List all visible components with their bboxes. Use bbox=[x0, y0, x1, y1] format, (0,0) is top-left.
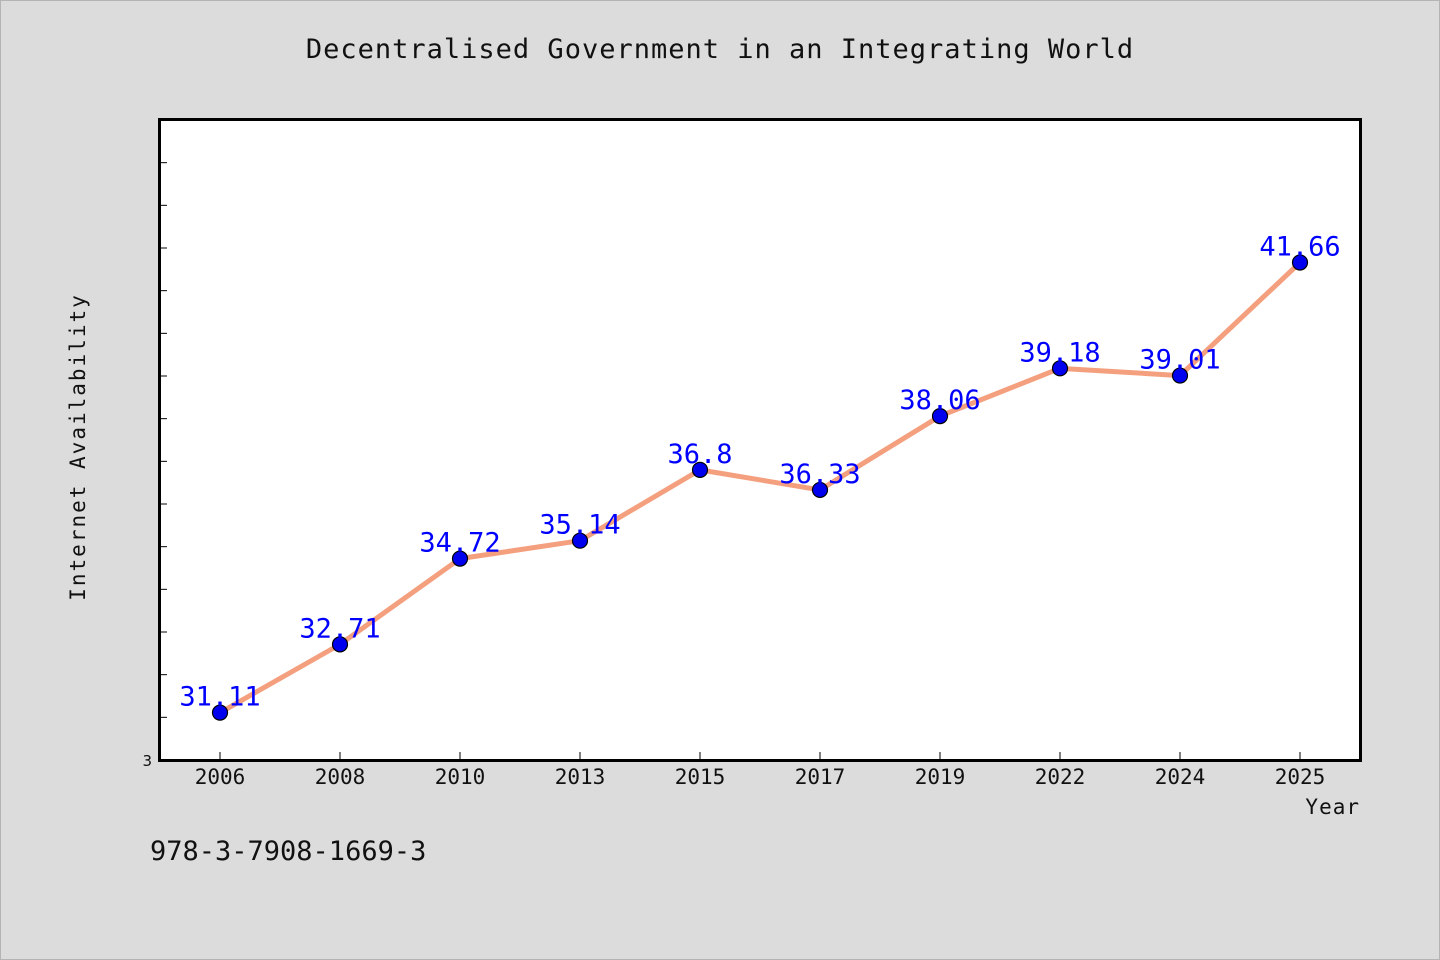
data-point bbox=[1171, 367, 1189, 384]
x-axis-label: Year bbox=[1305, 795, 1360, 819]
x-tick-labels: 2006 2008 2010 2013 2015 2017 2019 2022 2024 2025 bbox=[195, 765, 1326, 789]
data-label: 38.06 bbox=[899, 385, 980, 416]
chart-title: Decentralised Government in an Integrati… bbox=[305, 34, 1135, 65]
data-label: 31.11 bbox=[179, 682, 260, 713]
data-point bbox=[571, 532, 589, 549]
isbn-text: 978-3-7908-1669-3 bbox=[150, 836, 427, 867]
series-line-group bbox=[217, 260, 1303, 716]
x-tick-label: 2024 bbox=[1155, 765, 1206, 789]
series-line bbox=[217, 260, 1303, 716]
data-label: 39.01 bbox=[1139, 345, 1220, 376]
data-markers bbox=[211, 254, 1309, 721]
x-tick-label: 2013 bbox=[555, 765, 606, 789]
x-tick-label: 2015 bbox=[675, 765, 726, 789]
data-point bbox=[811, 481, 829, 499]
data-point bbox=[1051, 360, 1069, 377]
data-label: 36.33 bbox=[779, 459, 860, 490]
data-label: 41.66 bbox=[1259, 232, 1340, 263]
data-point bbox=[331, 636, 349, 653]
x-tick-label: 2019 bbox=[915, 765, 966, 789]
data-label: 39.18 bbox=[1019, 337, 1100, 368]
y-tick-label: 3 bbox=[142, 752, 152, 770]
data-label: 34.72 bbox=[419, 528, 500, 559]
data-point bbox=[931, 408, 949, 425]
data-point bbox=[1291, 254, 1309, 271]
data-point bbox=[211, 704, 229, 721]
x-tick-label: 2008 bbox=[315, 765, 366, 789]
data-label: 35.14 bbox=[539, 510, 620, 541]
data-label: 36.8 bbox=[667, 439, 732, 470]
plot-area bbox=[158, 118, 1362, 762]
axis-ticks bbox=[160, 162, 1301, 760]
x-tick-label: 2017 bbox=[795, 765, 846, 789]
data-point bbox=[691, 461, 709, 478]
x-tick-label: 2025 bbox=[1275, 765, 1326, 789]
x-tick-label: 2006 bbox=[195, 765, 246, 789]
data-point bbox=[451, 550, 469, 567]
data-labels: 31.11 32.71 34.72 35.14 36.8 36.33 38.06 39.18 3… bbox=[179, 232, 1340, 713]
x-tick-label: 2010 bbox=[435, 765, 486, 789]
x-tick-label: 2022 bbox=[1035, 765, 1086, 789]
data-label: 32.71 bbox=[299, 613, 380, 644]
